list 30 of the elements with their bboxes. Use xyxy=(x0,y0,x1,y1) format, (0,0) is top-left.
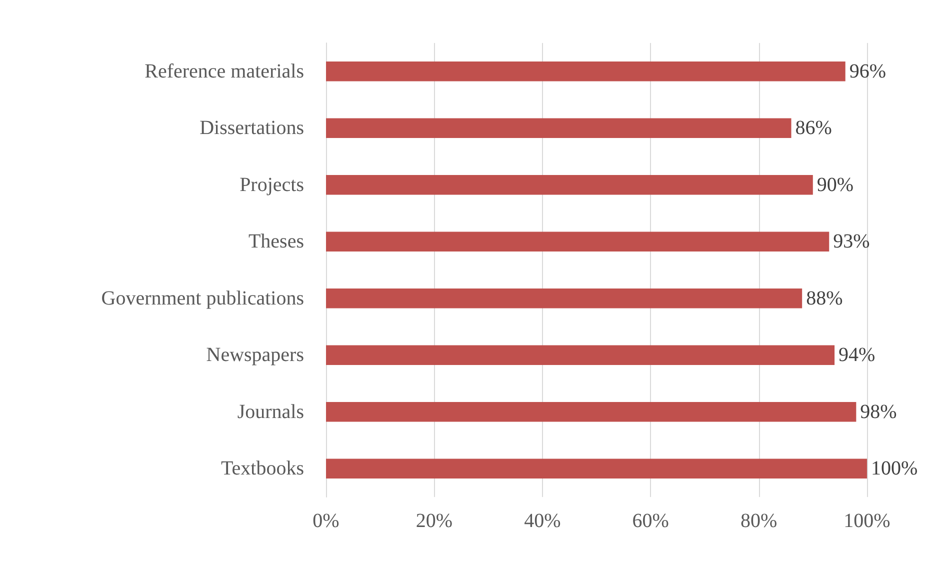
bar xyxy=(326,288,802,308)
x-tick-label: 60% xyxy=(632,510,669,532)
data-label: 93% xyxy=(833,230,870,253)
y-tick-label: Theses xyxy=(248,230,304,253)
data-label: 86% xyxy=(795,117,832,140)
y-tick-label: Government publications xyxy=(101,287,304,310)
y-tick-label: Journals xyxy=(237,400,304,423)
x-tick-label: 80% xyxy=(740,510,778,532)
data-label: 94% xyxy=(838,344,876,366)
data-label: 90% xyxy=(816,174,854,196)
y-tick-label: Newspapers xyxy=(206,344,304,366)
bar xyxy=(326,118,792,138)
y-tick-label: Dissertations xyxy=(200,117,304,140)
x-tick-label: 40% xyxy=(524,510,561,532)
x-tick-label: 100% xyxy=(844,510,890,532)
x-tick-label: 20% xyxy=(416,510,453,532)
data-label: 98% xyxy=(860,400,897,423)
x-tick-label: 0% xyxy=(312,510,340,532)
data-label: 88% xyxy=(806,287,843,310)
bar xyxy=(326,345,835,366)
data-label: 100% xyxy=(871,458,918,480)
data-label: 96% xyxy=(849,60,886,82)
bar xyxy=(326,174,813,195)
bar xyxy=(326,402,856,422)
y-tick-label: Textbooks xyxy=(220,458,304,480)
y-tick-label: Reference materials xyxy=(144,60,304,82)
y-tick-label: Projects xyxy=(240,174,304,196)
bar xyxy=(326,232,830,252)
bar xyxy=(326,61,846,82)
bar xyxy=(326,458,867,479)
